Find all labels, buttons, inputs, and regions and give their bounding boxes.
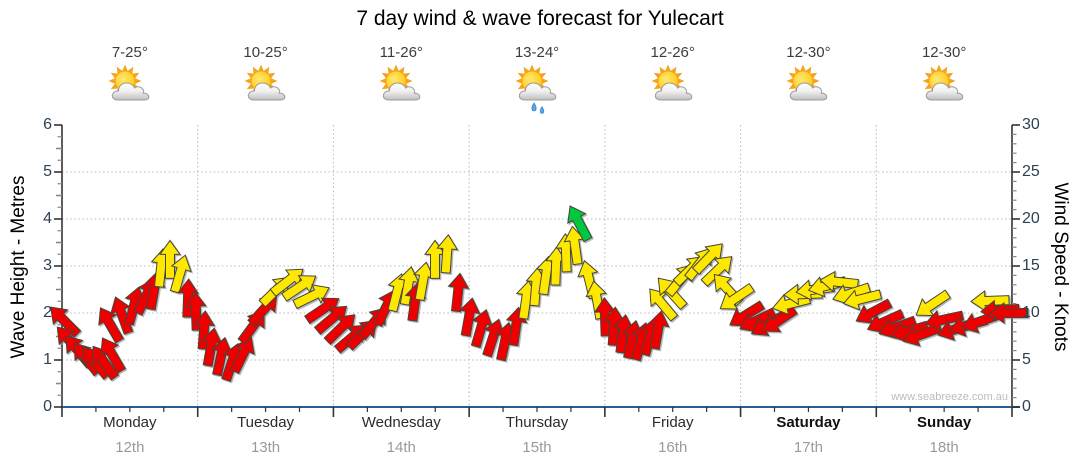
sun-cloud-icon (108, 64, 150, 101)
wind-arrow (567, 205, 593, 243)
right-axis-tick-label: 25 (1022, 163, 1040, 180)
wind-arrow (819, 270, 859, 293)
wind-arrow (924, 309, 965, 332)
temp-range-label: 11-26° (379, 44, 423, 61)
left-axis-tick-label: 1 (43, 351, 52, 368)
left-axis-tick-label: 2 (43, 304, 52, 321)
right-axis-tick-label: 30 (1022, 116, 1040, 133)
temp-range-label: 12-30° (921, 44, 967, 61)
right-axis-tick-label: 20 (1022, 210, 1040, 227)
sun-cloud-icon (244, 64, 285, 101)
wind-arrow (98, 307, 125, 344)
day-name-label: Thursday (505, 414, 569, 431)
wind-arrows (49, 205, 1029, 382)
right-axis-tick-label: 5 (1022, 351, 1031, 368)
wind-arrow (647, 310, 670, 350)
wind-arrow (100, 337, 127, 374)
wind-arrow (700, 256, 733, 287)
sun-cloud-icon (922, 64, 964, 101)
day-name-label: Friday (651, 414, 694, 431)
day-name-label: Sunday (917, 414, 972, 431)
wind-arrow (281, 275, 317, 302)
wind-arrow (447, 272, 470, 313)
watermark: www.seabreeze.com.au (891, 391, 1008, 403)
day-name-label: Monday (103, 414, 157, 431)
sun-cloud-icon (379, 64, 421, 101)
wind-arrow (49, 306, 82, 338)
day-name-label: Saturday (776, 414, 841, 431)
wind-arrow (193, 310, 216, 350)
chart-title: 7 day wind & wave forecast for Yulecart (356, 7, 724, 30)
wind-arrow (762, 305, 798, 333)
day-name-label: Wednesday (361, 414, 441, 431)
right-axis-tick-label: 10 (1022, 304, 1040, 321)
temp-range-label: 12-30° (786, 44, 831, 61)
wind-arrow (436, 233, 459, 274)
wind-arrow (458, 297, 481, 337)
right-axis-tick-label: 0 (1022, 398, 1031, 415)
day-name-label: Tuesday (237, 414, 295, 431)
wind-arrow (159, 239, 181, 279)
temp-range-label: 7-25° (111, 44, 148, 61)
left-axis-tick-label: 4 (43, 210, 52, 227)
wind-arrow (229, 336, 255, 375)
left-axis-tick-label: 5 (43, 163, 52, 180)
wind-arrow (292, 284, 330, 310)
sun-cloud-rain-icon (515, 64, 557, 114)
day-date-label: 15th (522, 439, 552, 456)
left-axis-tick-label: 0 (43, 398, 52, 415)
day-date-label: 16th (658, 439, 688, 456)
temp-range-label: 10-25° (243, 44, 288, 61)
day-date-label: 17th (793, 439, 824, 456)
right-axis-tick-label: 15 (1022, 257, 1040, 274)
sun-cloud-icon (651, 64, 693, 101)
wind-arrow (842, 289, 883, 311)
wind-arrow (177, 278, 200, 318)
day-date-label: 18th (929, 439, 959, 456)
temp-range-label: 12-26° (650, 44, 695, 61)
wind-arrow (169, 254, 192, 294)
day-date-label: 12th (115, 439, 145, 456)
wind-arrow (989, 302, 1029, 324)
left-axis-tick-label: 3 (43, 257, 52, 274)
wind-arrow (719, 282, 755, 310)
wind-arrow (323, 314, 356, 346)
temp-range-label: 13-24° (514, 44, 560, 61)
day-date-label: 13th (250, 439, 281, 456)
left-axis-tick-label: 6 (43, 116, 52, 133)
sun-cloud-icon (786, 64, 828, 101)
day-date-label: 14th (386, 439, 416, 456)
